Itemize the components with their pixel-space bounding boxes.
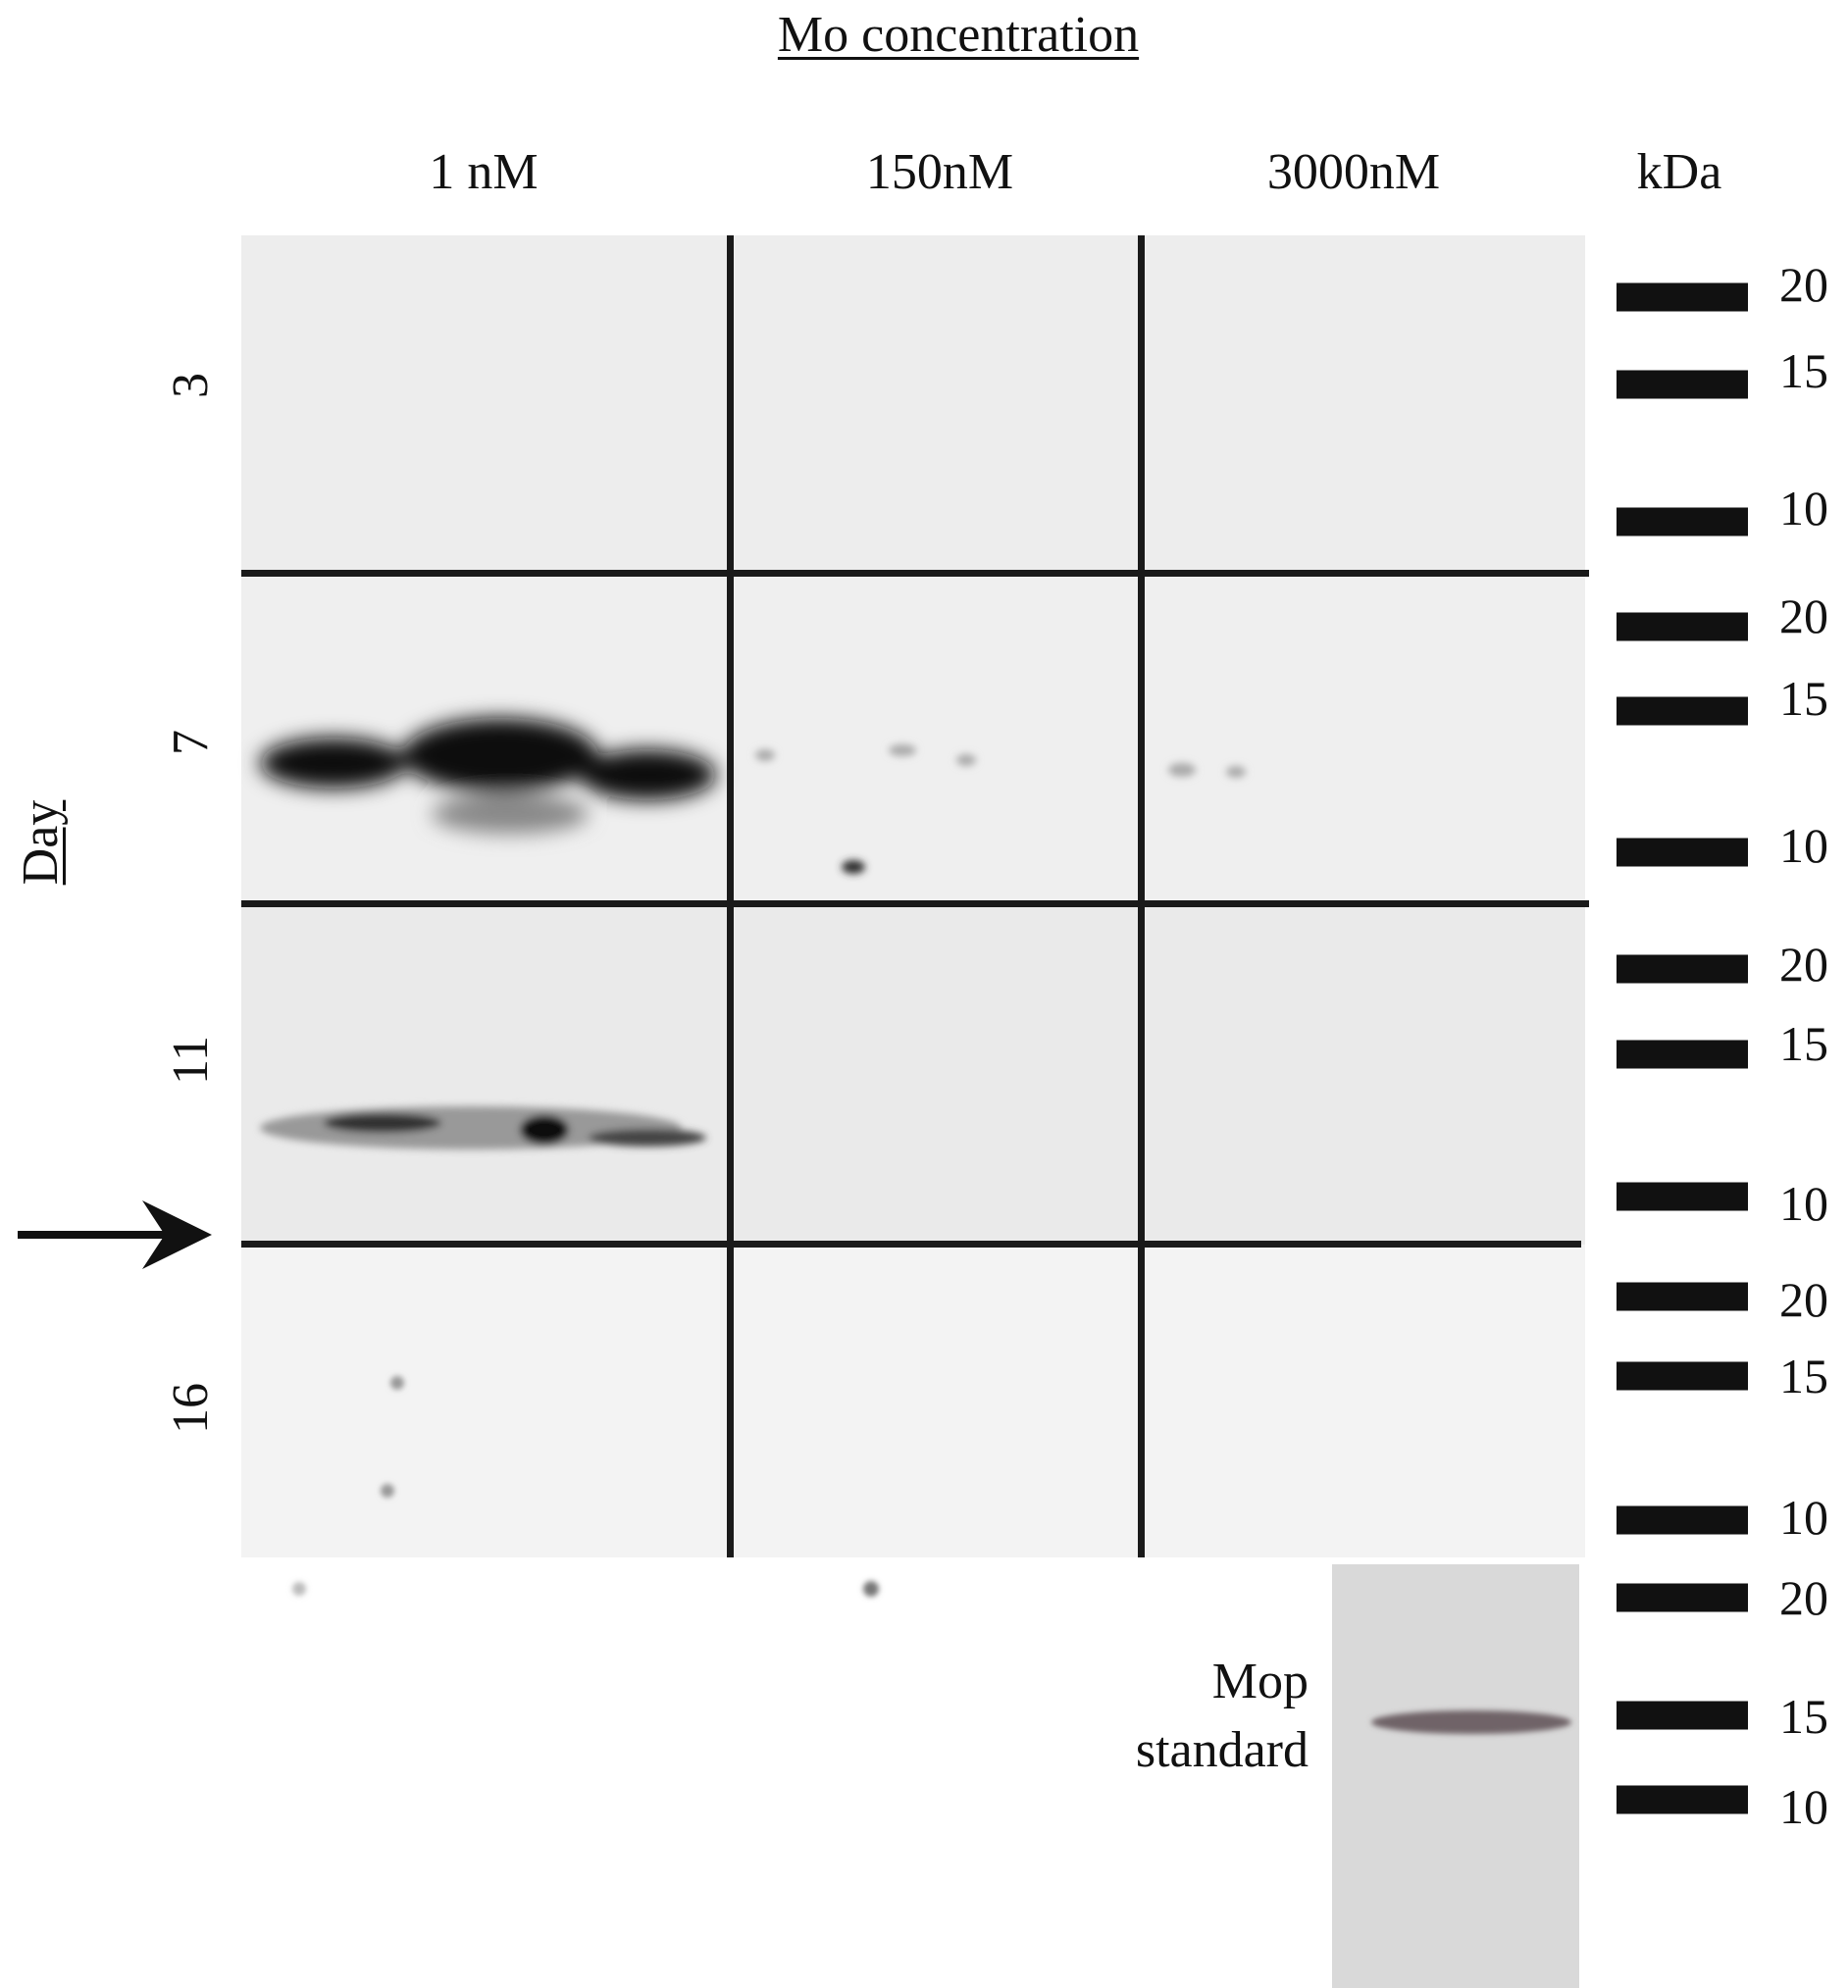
column-label-150nM: 150nM (865, 144, 1014, 200)
mop-standard-label-line1: Mop (1211, 1654, 1309, 1709)
marker-label: 10 (1779, 1779, 1828, 1834)
marker-band (1617, 1701, 1748, 1730)
marker-band (1617, 612, 1748, 641)
kda-header: kDa (1636, 144, 1722, 200)
marker-label: 20 (1779, 937, 1828, 992)
marker-label: 10 (1779, 1176, 1828, 1231)
faint-spots-day7 (755, 744, 1246, 874)
marker-band (1617, 1785, 1748, 1814)
mop-standard-lane (1332, 1564, 1579, 1988)
marker-label: 20 (1779, 1272, 1828, 1327)
marker-label: 20 (1779, 588, 1828, 643)
marker-band (1617, 1040, 1748, 1069)
marker-band (1617, 1182, 1748, 1211)
blot-row-day16 (241, 1245, 1585, 1557)
marker-band (1617, 838, 1748, 867)
marker-label: 20 (1779, 257, 1828, 312)
mop-standard-band (1371, 1710, 1571, 1734)
day-axis-label: Day (13, 799, 69, 886)
marker-label: 10 (1779, 818, 1828, 873)
marker-label: 10 (1779, 481, 1828, 535)
marker-label: 20 (1779, 1570, 1828, 1625)
marker-band (1617, 1282, 1748, 1311)
band-day7-1nM (260, 718, 716, 834)
marker-label: 10 (1779, 1490, 1828, 1545)
blot-row-day11 (241, 904, 1585, 1245)
marker-label: 15 (1779, 671, 1828, 726)
row-label-day7: 7 (163, 730, 219, 755)
column-label-1nM: 1 nM (429, 144, 539, 200)
marker-band (1617, 370, 1748, 399)
row-label-day16: 16 (163, 1383, 219, 1434)
grid-lines (241, 235, 1589, 1557)
marker-band (1617, 1361, 1748, 1391)
band-day11-1nM (260, 1106, 706, 1149)
row-label-day3: 3 (163, 373, 219, 398)
marker-band (1617, 696, 1748, 726)
mop-standard-label: Mop standard (1136, 1648, 1309, 1785)
marker-label: 15 (1779, 343, 1828, 398)
faint-spots-day16 (292, 1376, 879, 1597)
arrow-right-icon (18, 1200, 212, 1269)
marker-label: 15 (1779, 1349, 1828, 1403)
marker-band (1617, 282, 1748, 312)
marker-band (1617, 1505, 1748, 1535)
marker-label: 15 (1779, 1016, 1828, 1071)
mop-standard-label-line2: standard (1135, 1722, 1309, 1778)
marker-band (1617, 507, 1748, 536)
figure-title: Mo concentration (777, 7, 1140, 63)
marker-band (1617, 954, 1748, 984)
column-label-3000nM: 3000nM (1266, 144, 1441, 200)
blot-row-day3 (241, 235, 1585, 574)
row-label-day11: 11 (163, 1035, 219, 1086)
marker-label: 15 (1779, 1689, 1828, 1744)
marker-band (1617, 1583, 1748, 1612)
